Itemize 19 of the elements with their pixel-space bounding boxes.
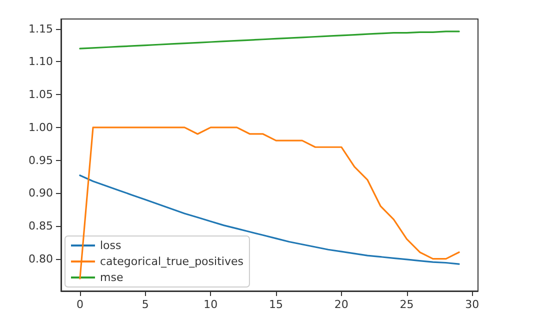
x-tick-label: 10 (204, 298, 218, 311)
y-tick-label: 0.80 (28, 252, 53, 266)
x-tick-label: 30 (465, 298, 480, 311)
x-tick-label: 0 (76, 298, 84, 311)
x-tick-label: 20 (334, 298, 348, 311)
y-tick-label: 1.10 (28, 55, 53, 68)
y-tick-label: 0.90 (28, 186, 53, 200)
legend-label: mse (100, 271, 124, 284)
y-tick-label: 0.85 (28, 219, 53, 232)
y-tick-label: 0.95 (28, 154, 53, 167)
x-tick-label: 25 (400, 298, 414, 311)
y-tick-label: 1.05 (28, 88, 53, 102)
y-tick-label: 1.15 (28, 22, 53, 36)
line-series (79, 30, 460, 50)
legend-label: loss (100, 239, 122, 252)
legend-label: categorical_true_positives (100, 255, 244, 268)
y-tick-label: 1.00 (28, 120, 53, 134)
x-tick-label: 5 (142, 298, 149, 311)
x-tick-label: 15 (269, 298, 284, 311)
